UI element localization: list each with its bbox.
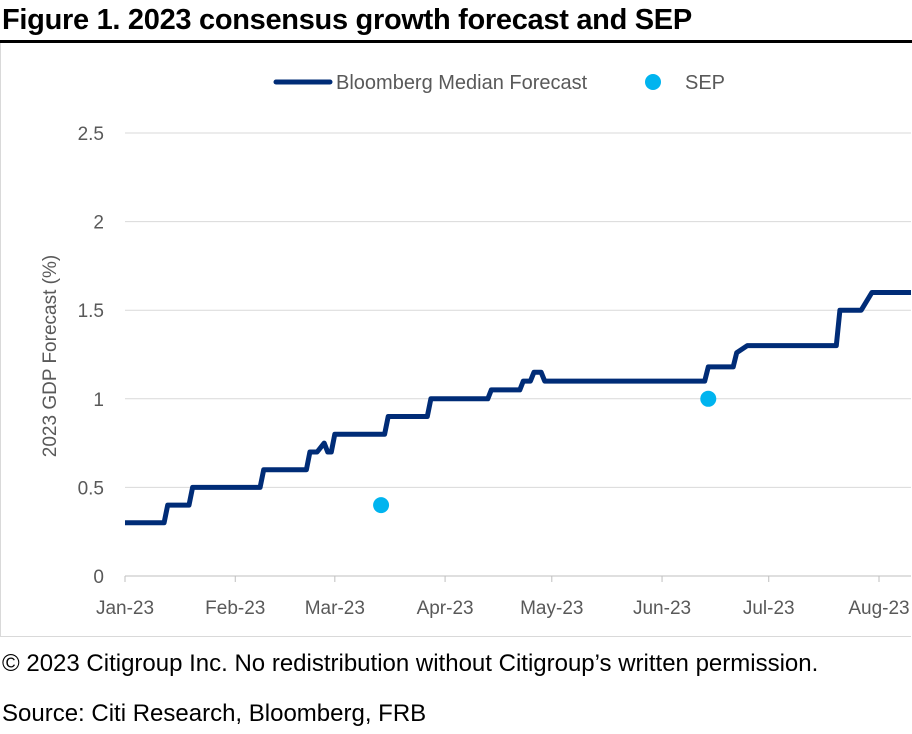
- x-tick-label: Mar-23: [305, 598, 365, 619]
- legend-label-sep: SEP: [685, 72, 725, 94]
- x-axis: Jan-23 Feb-23 Mar-23 Apr-23 May-23 Jun-23 Jul-…: [96, 575, 911, 619]
- y-tick-label: 2.5: [78, 124, 104, 145]
- x-tick-label: Aug-23: [848, 598, 909, 619]
- y-tick-label: 1: [93, 390, 104, 411]
- y-tick-label: 0: [93, 567, 104, 588]
- sep-point: [700, 390, 717, 407]
- x-tick-label: Jul-23: [743, 598, 795, 619]
- x-tick-label: Jun-23: [633, 598, 691, 619]
- y-tick-label: 1.5: [78, 301, 104, 322]
- series-line-bloomberg: [125, 290, 911, 526]
- legend-label-bloomberg: Bloomberg Median Forecast: [336, 72, 588, 94]
- legend: Bloomberg Median Forecast SEP: [273, 72, 725, 94]
- copyright-note: © 2023 Citigroup Inc. No redistribution …: [2, 650, 819, 677]
- figure-title: Figure 1. 2023 consensus growth forecast…: [2, 4, 692, 36]
- y-axis-tick-labels: 0 0.5 1 1.5 2 2.5: [78, 124, 104, 588]
- sep-point: [373, 497, 390, 514]
- x-tick-label: May-23: [520, 598, 583, 619]
- x-tick-label: Jan-23: [96, 598, 154, 619]
- source-note: Source: Citi Research, Bloomberg, FRB: [2, 700, 427, 727]
- y-tick-label: 2: [93, 213, 104, 234]
- title-rule: [0, 40, 912, 43]
- y-axis-label: 2023 GDP Forecast (%): [40, 255, 61, 457]
- chart-frame: [0, 43, 911, 637]
- x-tick-label: Feb-23: [205, 598, 265, 619]
- gdp-forecast-chart: Jan-23 Feb-23 Mar-23 Apr-23 May-23 Jun-23 Jul-…: [40, 72, 911, 619]
- x-tick-label: Apr-23: [417, 598, 474, 619]
- grid-lines: [125, 132, 911, 488]
- y-tick-label: 0.5: [78, 478, 104, 499]
- series-layer: [125, 290, 911, 526]
- legend-swatch-sep: [645, 74, 661, 90]
